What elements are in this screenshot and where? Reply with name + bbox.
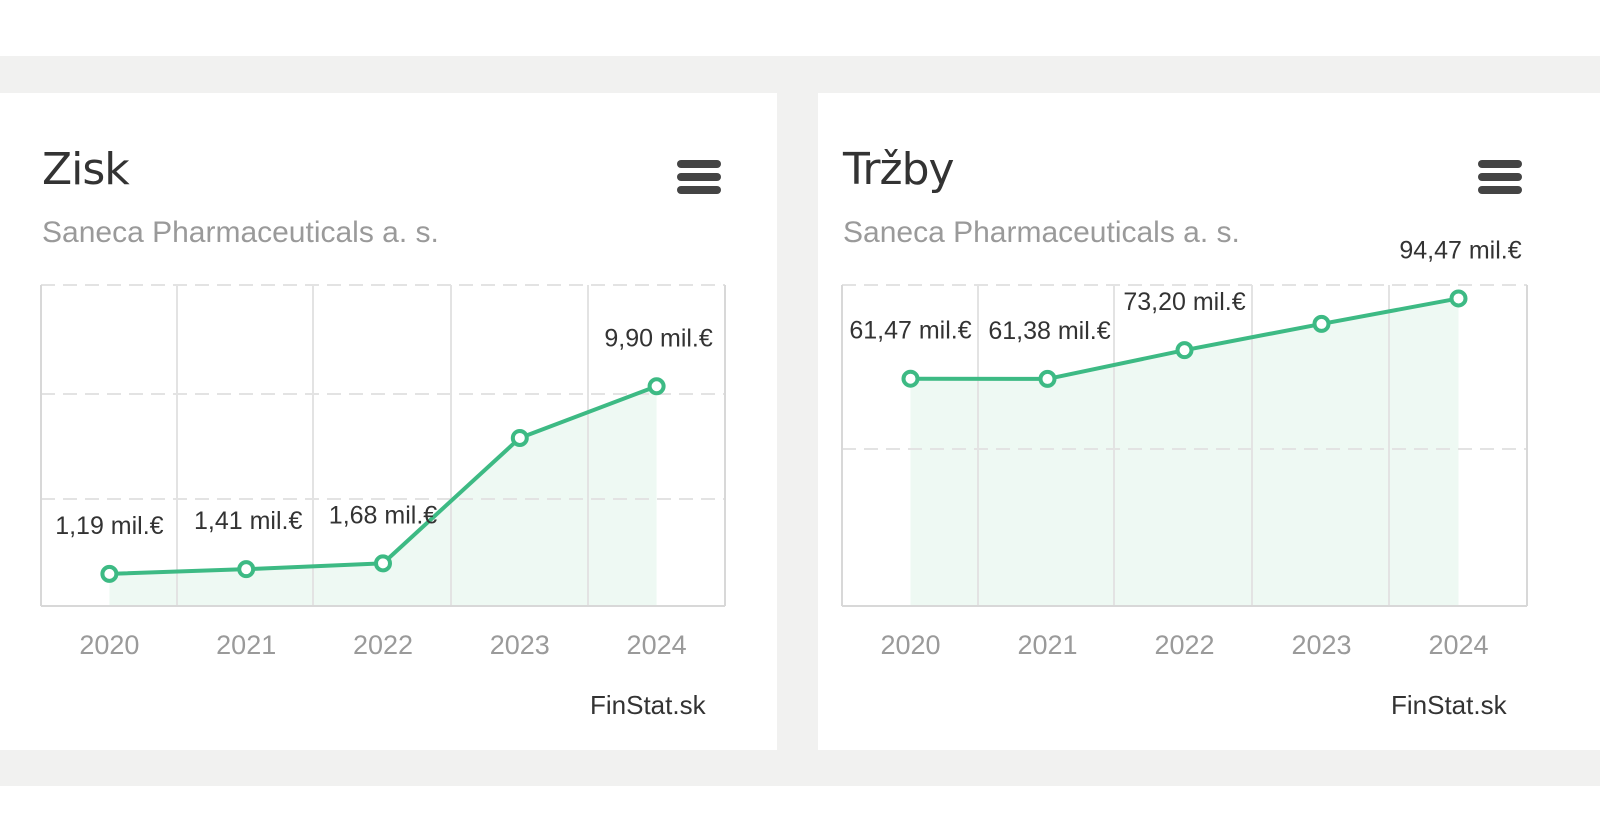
x-tick-label: 2022 xyxy=(1154,630,1214,660)
data-label: 73,20 mil.€ xyxy=(1123,288,1245,316)
x-tick-label: 2020 xyxy=(880,630,940,660)
x-tick-label: 2021 xyxy=(1017,630,1077,660)
x-tick-label: 2022 xyxy=(353,630,413,660)
data-label: 9,90 mil.€ xyxy=(604,324,712,352)
data-point[interactable] xyxy=(374,554,392,573)
data-label: 61,47 mil.€ xyxy=(849,317,971,345)
data-label: 1,68 mil.€ xyxy=(329,501,437,529)
x-tick-label: 2020 xyxy=(79,630,139,660)
x-tick-label: 2024 xyxy=(1428,630,1488,660)
x-tick-label: 2024 xyxy=(627,630,687,660)
data-point[interactable] xyxy=(647,377,666,396)
revenue-chart: 61,47 mil.€ 61,38 mil.€ 73,20 mil.€ 94,47 m… xyxy=(841,236,1528,660)
finstat-credit-link[interactable]: FinStat.sk xyxy=(1391,690,1507,720)
chart-subtitle: Saneca Pharmaceuticals a. s. xyxy=(843,216,1240,249)
x-tick-label: 2023 xyxy=(1291,630,1351,660)
chart-menu-button[interactable] xyxy=(677,160,723,198)
chart-title: Zisk xyxy=(42,144,130,195)
data-label: 61,38 mil.€ xyxy=(988,317,1110,345)
hamburger-menu-icon xyxy=(1478,160,1522,168)
x-tick-label: 2021 xyxy=(216,630,276,660)
data-point[interactable] xyxy=(1312,314,1331,333)
data-point[interactable] xyxy=(100,564,119,583)
data-label: 1,41 mil.€ xyxy=(194,507,302,535)
x-tick-label: 2023 xyxy=(490,630,550,660)
data-point[interactable] xyxy=(237,560,256,579)
data-point[interactable] xyxy=(1038,369,1057,388)
data-point[interactable] xyxy=(1175,341,1194,360)
data-label: 94,47 mil.€ xyxy=(1399,236,1521,264)
data-point[interactable] xyxy=(1449,289,1468,308)
profit-chart: 1,19 mil.€ 1,41 mil.€ 1,68 mil.€ 9,90 mil.€… xyxy=(40,284,726,660)
chart-title: Tržby xyxy=(843,144,955,195)
area-fill xyxy=(910,298,1459,606)
data-label: 1,19 mil.€ xyxy=(55,512,163,540)
data-point[interactable] xyxy=(901,369,920,388)
chart-subtitle: Saneca Pharmaceuticals a. s. xyxy=(42,216,439,249)
chart-menu-button[interactable] xyxy=(1478,160,1524,198)
hamburger-menu-icon xyxy=(677,160,721,168)
finstat-credit-link[interactable]: FinStat.sk xyxy=(590,690,706,720)
data-point[interactable] xyxy=(510,428,529,447)
